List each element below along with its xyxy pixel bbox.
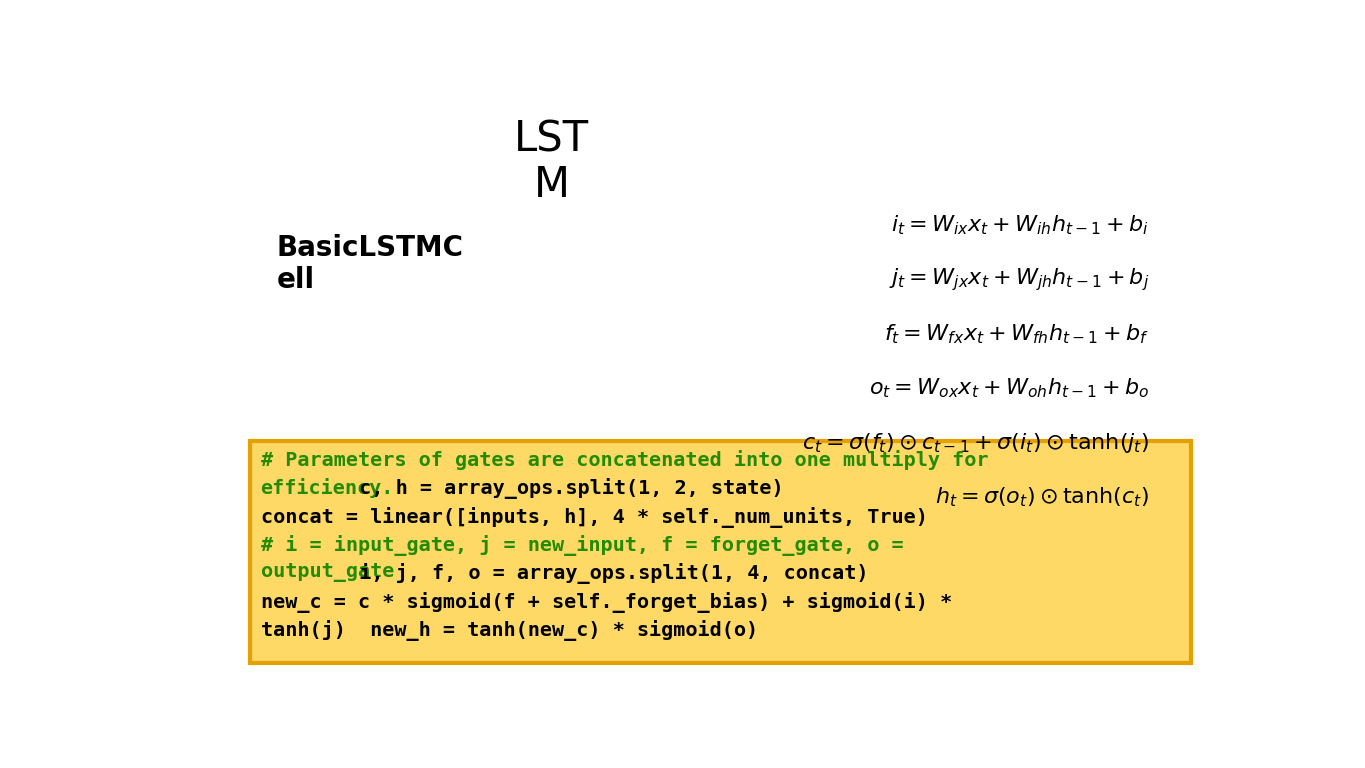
Text: c, h = array_ops.split(1, 2, state): c, h = array_ops.split(1, 2, state) bbox=[334, 478, 784, 499]
Text: BasicLSTMC
ell: BasicLSTMC ell bbox=[276, 234, 463, 294]
Text: $h_t = \sigma(o_t) \odot \tanh(c_t)$: $h_t = \sigma(o_t) \odot \tanh(c_t)$ bbox=[935, 485, 1149, 509]
Text: i, j, f, o = array_ops.split(1, 4, concat): i, j, f, o = array_ops.split(1, 4, conca… bbox=[334, 564, 868, 584]
Text: $j_t = W_{jx}x_t + W_{jh}h_{t-1} + b_j$: $j_t = W_{jx}x_t + W_{jh}h_{t-1} + b_j$ bbox=[889, 266, 1149, 293]
Text: $i_t = W_{ix}x_t + W_{ih}h_{t-1} + b_i$: $i_t = W_{ix}x_t + W_{ih}h_{t-1} + b_i$ bbox=[891, 214, 1149, 237]
Text: # Parameters of gates are concatenated into one multiply for: # Parameters of gates are concatenated i… bbox=[261, 450, 988, 470]
Text: $o_t = W_{ox}x_t + W_{oh}h_{t-1} + b_o$: $o_t = W_{ox}x_t + W_{oh}h_{t-1} + b_o$ bbox=[870, 376, 1149, 400]
Text: output_gate: output_gate bbox=[261, 564, 394, 582]
Text: efficiency.: efficiency. bbox=[261, 478, 394, 498]
Text: # i = input_gate, j = new_input, f = forget_gate, o =: # i = input_gate, j = new_input, f = for… bbox=[261, 535, 904, 556]
Text: tanh(j)  new_h = tanh(new_c) * sigmoid(o): tanh(j) new_h = tanh(new_c) * sigmoid(o) bbox=[261, 621, 758, 641]
FancyBboxPatch shape bbox=[250, 441, 1192, 663]
Text: $f_t = W_{fx}x_t + W_{fh}h_{t-1} + b_f$: $f_t = W_{fx}x_t + W_{fh}h_{t-1} + b_f$ bbox=[885, 323, 1149, 346]
Text: $c_t = \sigma(f_t) \odot c_{t-1} + \sigma(i_t) \odot \tanh(j_t)$: $c_t = \sigma(f_t) \odot c_{t-1} + \sigm… bbox=[801, 431, 1149, 455]
Text: new_c = c * sigmoid(f + self._forget_bias) + sigmoid(i) *: new_c = c * sigmoid(f + self._forget_bia… bbox=[261, 592, 951, 613]
Text: LST
M: LST M bbox=[513, 119, 590, 206]
Text: concat = linear([inputs, h], 4 * self._num_units, True): concat = linear([inputs, h], 4 * self._n… bbox=[261, 507, 927, 528]
